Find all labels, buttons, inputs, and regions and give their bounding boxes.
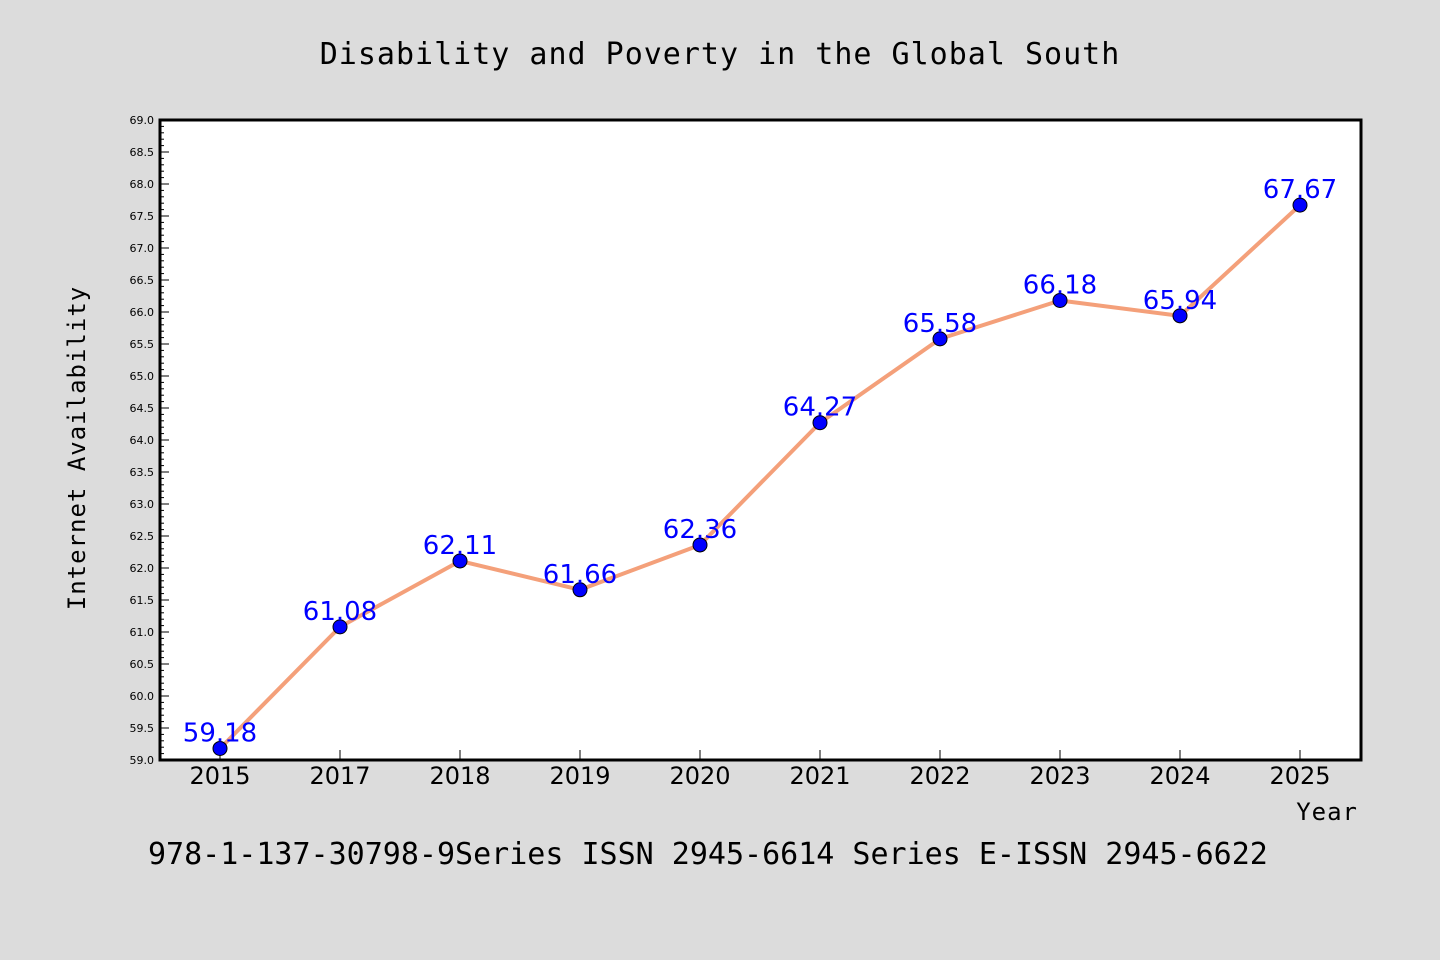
- y-axis-ticks: 59.0 59.5 60.0 60.5 61.0 61.5 62.0 62.5 63.0 63.5…: [130, 114, 169, 767]
- y-tick-label: 67.5: [130, 210, 155, 223]
- data-label: 61.08: [303, 597, 377, 627]
- data-point: [332, 619, 348, 635]
- y-tick-label: 66.5: [130, 274, 155, 287]
- data-label: 65.58: [903, 309, 977, 339]
- y-tick-label: 67.0: [130, 242, 155, 255]
- x-tick-label: 2020: [669, 762, 730, 790]
- y-tick-label: 59.0: [130, 754, 155, 767]
- x-tick-label: 2022: [909, 762, 970, 790]
- x-tick-label: 2021: [789, 762, 850, 790]
- chart-title: Disability and Poverty in the Global Sou…: [320, 37, 1121, 72]
- data-label: 61.66: [543, 560, 617, 590]
- x-tick-label: 2015: [189, 762, 250, 790]
- x-tick-label: 2019: [549, 762, 610, 790]
- data-point: [572, 582, 588, 598]
- data-label: 59.18: [183, 718, 257, 748]
- y-tick-label: 61.0: [130, 626, 155, 639]
- y-tick-label: 62.5: [130, 530, 155, 543]
- series-line: [218, 203, 1302, 751]
- y-tick-label: 68.5: [130, 146, 155, 159]
- y-tick-label: 61.5: [130, 594, 155, 607]
- y-tick-label: 60.5: [130, 658, 155, 671]
- y-tick-label: 63.5: [130, 466, 155, 479]
- data-point: [812, 415, 828, 431]
- y-tick-label: 64.5: [130, 402, 155, 415]
- data-point: [1052, 292, 1068, 308]
- data-label: 64.27: [783, 393, 857, 423]
- data-point: [452, 553, 468, 569]
- y-tick-label: 65.0: [130, 370, 155, 383]
- y-tick-label: 69.0: [130, 114, 155, 127]
- y-tick-label: 63.0: [130, 498, 155, 511]
- data-point: [692, 537, 708, 553]
- y-tick-label: 64.0: [130, 434, 155, 447]
- data-point: [1292, 197, 1308, 213]
- y-tick-label: 66.0: [130, 306, 155, 319]
- y-tick-label: 59.5: [130, 722, 155, 735]
- x-tick-label: 2025: [1269, 762, 1330, 790]
- x-tick-label: 2024: [1149, 762, 1210, 790]
- series: 59.18 61.08 62.11 61.66 62.36 64.27 65.58 66.18…: [183, 175, 1337, 756]
- x-tick-label: 2018: [429, 762, 490, 790]
- y-tick-label: 65.5: [130, 338, 155, 351]
- x-tick-label: 2017: [309, 762, 370, 790]
- data-label: 65.94: [1143, 286, 1217, 316]
- data-label: 66.18: [1023, 270, 1097, 300]
- data-label: 62.11: [423, 531, 497, 561]
- data-label: 62.36: [663, 515, 737, 545]
- x-axis-ticks: 2015 2017 2018 2019 2020 2021 2022 2023 2024 2025: [189, 750, 1331, 790]
- y-axis-title: Internet Availability: [63, 286, 91, 610]
- y-tick-label: 60.0: [130, 690, 155, 703]
- footer-isbn-text: 978-1-137-30798-9Series ISSN 2945-6614 S…: [148, 837, 1268, 872]
- x-axis-title: Year: [1296, 798, 1358, 826]
- plot-area: [158, 118, 1363, 762]
- y-tick-label: 62.0: [130, 562, 155, 575]
- y-tick-label: 68.0: [130, 178, 155, 191]
- data-point: [212, 740, 228, 756]
- data-point: [932, 331, 948, 347]
- x-tick-label: 2023: [1029, 762, 1090, 790]
- data-point: [1172, 308, 1188, 324]
- data-label: 67.67: [1263, 175, 1337, 205]
